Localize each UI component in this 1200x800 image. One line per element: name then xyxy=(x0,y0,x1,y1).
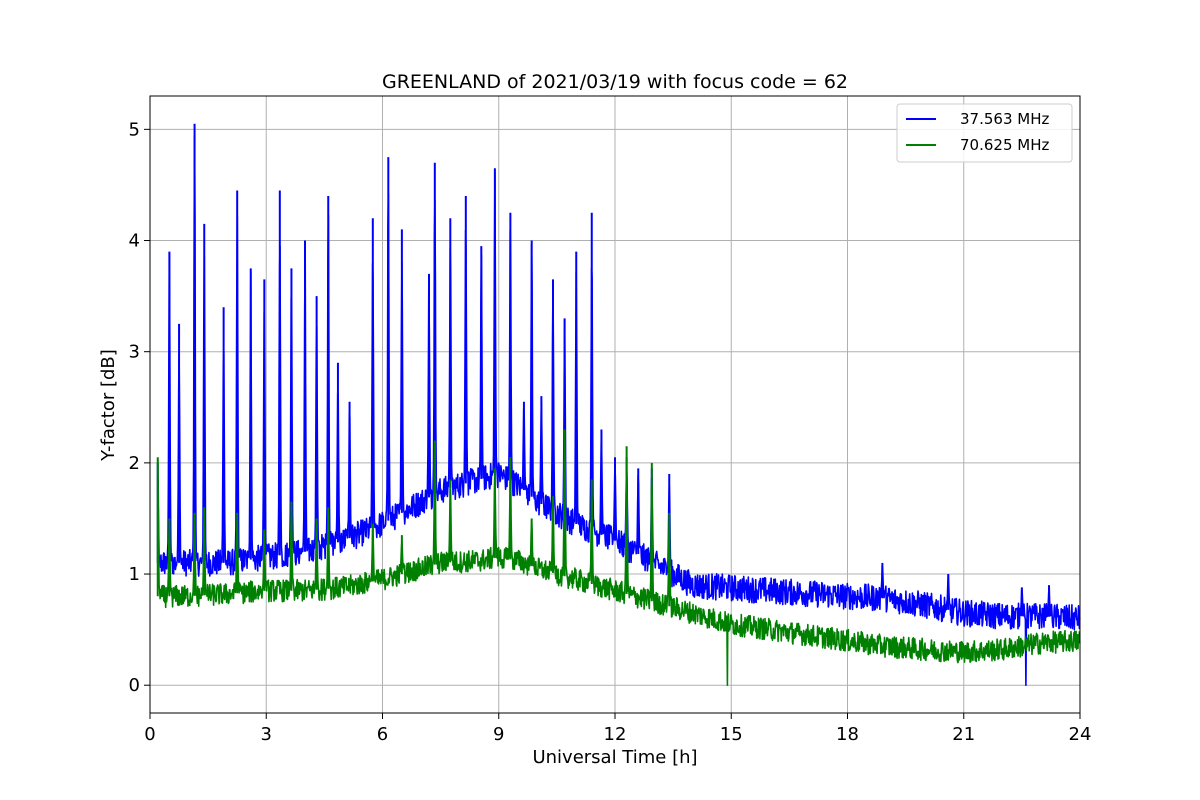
x-tick-label: 9 xyxy=(493,724,504,745)
x-tick-label: 6 xyxy=(377,724,388,745)
y-tick-label: 0 xyxy=(129,675,140,696)
y-tick-label: 4 xyxy=(129,231,140,252)
y-tick-label: 2 xyxy=(129,453,140,474)
x-tick-label: 18 xyxy=(836,724,859,745)
series-layer xyxy=(156,123,1081,686)
x-tick-label: 21 xyxy=(952,724,975,745)
x-tick-label: 24 xyxy=(1069,724,1092,745)
series-line-37-563-mhz xyxy=(157,135,1081,686)
y-tick-label: 5 xyxy=(129,119,140,140)
chart-title: GREENLAND of 2021/03/19 with focus code … xyxy=(382,71,848,93)
x-tick-label: 0 xyxy=(144,724,155,745)
y-axis-label: Y-factor [dB] xyxy=(98,349,119,462)
series-line-70-625-mhz xyxy=(157,432,1081,686)
legend-label-37-563-mhz: 37.563 MHz xyxy=(960,110,1049,128)
x-axis-label: Universal Time [h] xyxy=(532,747,697,768)
legend: 37.563 MHz 70.625 MHz xyxy=(896,103,1073,163)
x-tick-label: 3 xyxy=(261,724,272,745)
y-tick-label: 3 xyxy=(129,342,140,363)
legend-box xyxy=(896,103,1073,163)
y-tick-label: 1 xyxy=(129,564,140,585)
legend-label-70-625-mhz: 70.625 MHz xyxy=(960,136,1049,154)
x-tick-label: 15 xyxy=(720,724,743,745)
x-tick-label: 12 xyxy=(604,724,627,745)
